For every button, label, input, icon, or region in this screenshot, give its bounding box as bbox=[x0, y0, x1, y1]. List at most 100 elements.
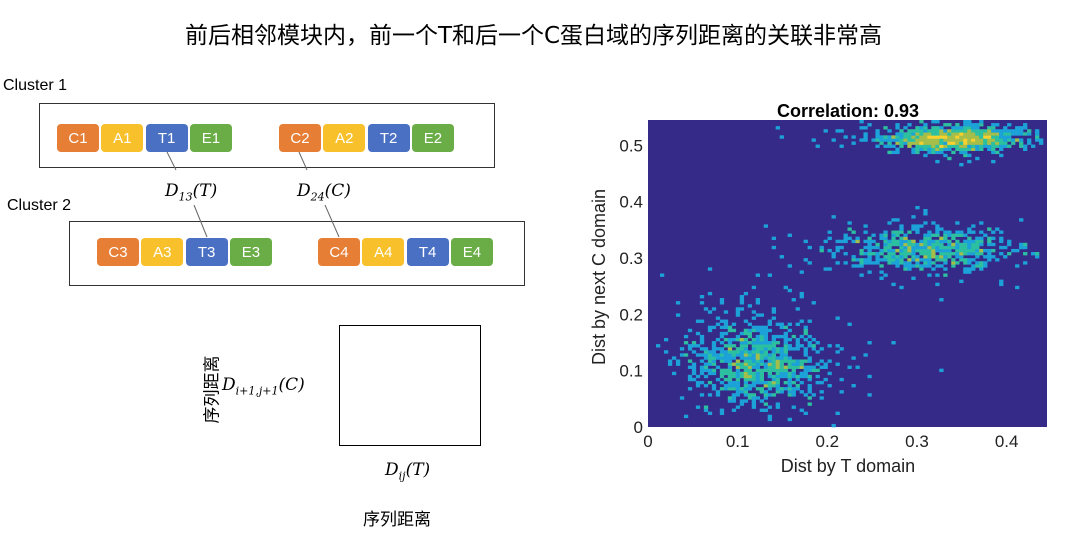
heatmap-cell bbox=[967, 147, 972, 151]
heatmap-cell bbox=[863, 138, 868, 142]
heatmap-cell bbox=[947, 132, 952, 136]
heatmap-cell bbox=[727, 399, 733, 403]
y-axis-math-label: Di+1,j+1(C) bbox=[222, 375, 305, 397]
heatmap-cell bbox=[955, 230, 960, 234]
heatmap-cell bbox=[747, 334, 753, 339]
heatmap-cell bbox=[867, 270, 872, 274]
heatmap-cell bbox=[727, 374, 733, 379]
heatmap-cell bbox=[891, 258, 896, 262]
heatmap-cell bbox=[675, 301, 681, 305]
heatmap-cell bbox=[971, 147, 976, 151]
heatmap-cell bbox=[731, 408, 737, 412]
heatmap-cell bbox=[799, 294, 804, 299]
heatmap-cell bbox=[939, 126, 944, 130]
heatmap-cell bbox=[963, 123, 968, 127]
heatmap-cell bbox=[719, 319, 725, 323]
domain-a3: A3 bbox=[141, 238, 184, 266]
heatmap-cell bbox=[863, 135, 868, 139]
heatmap-cell bbox=[1003, 138, 1008, 142]
heatmap-cell bbox=[779, 359, 784, 363]
heatmap-cell bbox=[719, 411, 725, 416]
heatmap-cell bbox=[935, 224, 940, 228]
heatmap-cell bbox=[727, 362, 733, 366]
heatmap-cell bbox=[963, 245, 968, 250]
heatmap-cell bbox=[791, 374, 796, 379]
heatmap-cell bbox=[683, 353, 689, 357]
heatmap-cell bbox=[955, 141, 960, 145]
heatmap-cell bbox=[775, 368, 780, 373]
heatmap-cell bbox=[919, 135, 924, 139]
heatmap-cell bbox=[1007, 123, 1012, 127]
heatmap-cell bbox=[915, 230, 920, 234]
heatmap-cell bbox=[951, 261, 956, 265]
heatmap-cell bbox=[919, 147, 924, 151]
heatmap-cell bbox=[727, 353, 733, 357]
heatmap-cell bbox=[767, 353, 772, 357]
heatmap-cell bbox=[907, 245, 912, 250]
heatmap-cell bbox=[751, 285, 757, 290]
heatmap-cell bbox=[863, 224, 868, 228]
heatmap-cell bbox=[895, 135, 900, 139]
heatmap-cell bbox=[727, 337, 733, 342]
heatmap-cell bbox=[903, 264, 908, 268]
y-tick-label: 0.4 bbox=[619, 193, 643, 212]
heatmap-cell bbox=[779, 387, 784, 391]
heatmap-cell bbox=[703, 408, 709, 412]
d24-main: D bbox=[297, 181, 311, 201]
heatmap-cell bbox=[963, 135, 968, 139]
heatmap-cell bbox=[879, 264, 884, 268]
heatmap-cell bbox=[703, 384, 709, 388]
heatmap-cell bbox=[755, 301, 761, 305]
heatmap-cell bbox=[767, 393, 772, 397]
d24-label: D24(C) bbox=[297, 181, 351, 203]
heatmap-cell bbox=[927, 135, 932, 139]
heatmap-cell bbox=[743, 350, 749, 354]
heatmap-cell bbox=[831, 138, 836, 142]
heatmap-cell bbox=[767, 347, 772, 351]
heatmap-cell bbox=[979, 138, 984, 142]
heatmap-cell bbox=[867, 252, 872, 256]
y-axis-cn-label: 序列距离 bbox=[202, 355, 223, 424]
heatmap-cell bbox=[939, 242, 944, 247]
heatmap-cell bbox=[931, 150, 936, 155]
heatmap-cell bbox=[979, 264, 984, 268]
heatmap-cell bbox=[935, 245, 940, 250]
heatmap-cell bbox=[975, 242, 980, 247]
heatmap-cell bbox=[903, 261, 908, 265]
heatmap-cell bbox=[875, 258, 880, 262]
heatmap-cell bbox=[775, 126, 780, 130]
heatmap-cell bbox=[939, 245, 944, 250]
heatmap-cell bbox=[763, 408, 768, 412]
heatmap-cell bbox=[855, 258, 860, 262]
heatmap-cell bbox=[727, 356, 733, 360]
heatmap-cell bbox=[911, 239, 916, 244]
heatmap-cell bbox=[979, 132, 984, 136]
heatmap-cell bbox=[743, 319, 749, 323]
heatmap-cell bbox=[903, 126, 908, 130]
heatmap-cell bbox=[711, 384, 717, 388]
heatmap-cell bbox=[739, 337, 745, 342]
heatmap-cell bbox=[959, 132, 964, 136]
heatmap-cell bbox=[947, 135, 952, 139]
heatmap-cell bbox=[699, 393, 705, 397]
y-math-arg: (C) bbox=[278, 375, 305, 395]
heatmap-cell bbox=[959, 129, 964, 133]
heatmap-cell bbox=[787, 344, 792, 348]
heatmap-cell bbox=[703, 356, 709, 360]
heatmap-cell bbox=[959, 135, 964, 139]
heatmap-cell bbox=[963, 144, 968, 148]
heatmap-cell bbox=[939, 227, 944, 231]
heatmap-cell bbox=[931, 261, 936, 265]
heatmap-cell bbox=[763, 224, 768, 228]
heatmap-cell bbox=[983, 248, 988, 253]
heatmap-cell bbox=[807, 387, 812, 391]
heatmap-cell bbox=[1019, 129, 1024, 133]
heatmap-cell bbox=[963, 239, 968, 244]
heatmap-cell bbox=[739, 344, 745, 348]
heatmap-cell bbox=[747, 350, 753, 354]
heatmap-cell bbox=[1031, 252, 1036, 256]
heatmap-cell bbox=[791, 362, 796, 366]
heatmap-cell bbox=[911, 132, 916, 136]
heatmap-cell bbox=[771, 236, 776, 241]
heatmap-cell bbox=[1031, 144, 1036, 148]
